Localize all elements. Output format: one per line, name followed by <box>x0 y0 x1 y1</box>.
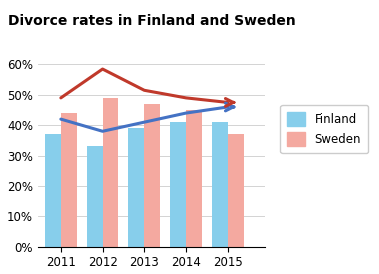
Bar <box>186 110 202 247</box>
Bar <box>144 104 160 247</box>
Bar <box>212 122 228 247</box>
Bar <box>228 134 244 247</box>
Bar <box>128 128 144 247</box>
Bar <box>103 98 118 247</box>
Text: Divorce rates in Finland and Sweden: Divorce rates in Finland and Sweden <box>8 14 296 28</box>
Bar <box>87 146 103 247</box>
Legend: Finland, Sweden: Finland, Sweden <box>280 105 368 153</box>
Bar <box>45 134 61 247</box>
Bar <box>170 122 186 247</box>
Bar <box>61 113 77 247</box>
